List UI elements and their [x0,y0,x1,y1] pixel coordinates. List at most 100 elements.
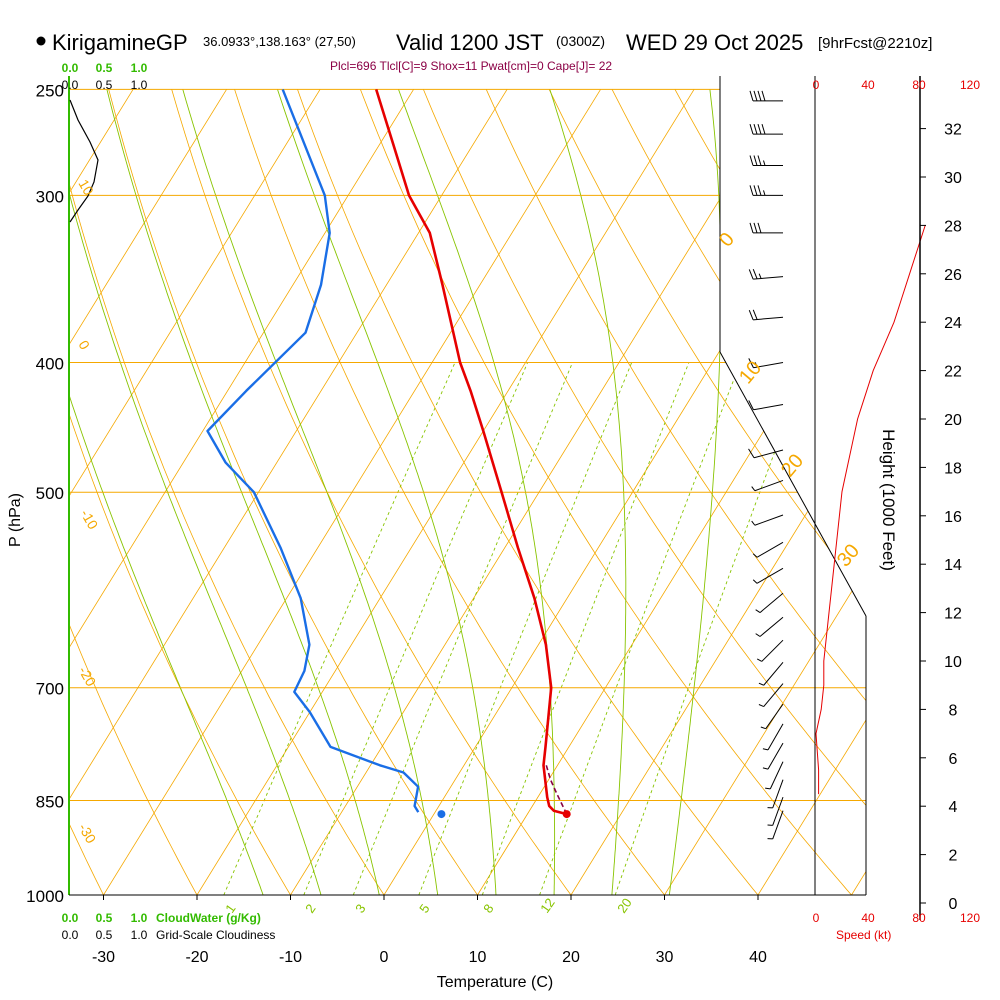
wind-barb-flag [749,185,754,196]
wind-barb-flag [749,155,754,166]
mixing-ratio-label: 5 [416,901,432,916]
cloudwater-tick-label-top: 0.0 [62,61,79,75]
wind-barb-staff [753,276,784,280]
wind-barb-staff [753,404,784,411]
moist-adiabat-line [69,393,264,895]
valid-time: Valid 1200 JST [396,30,544,55]
wind-barb-staff [763,661,784,686]
wind-barb [765,761,784,790]
isotherm-label-left: -30 [75,821,99,847]
dry-adiabat-line [234,89,666,895]
dry-adiabat-line [69,412,291,895]
wind-barb-flag [757,222,762,233]
wind-barb-staff [759,592,784,613]
isotherm-line [0,89,40,895]
temperature-tick-label: 20 [562,949,580,966]
speed-tick-label-bottom: 0 [813,911,820,925]
overlay-layer [719,76,1000,895]
height-tick-label: 28 [944,218,962,235]
height-tick-label: 10 [944,654,962,671]
temperature-tick-label: 40 [749,949,767,966]
wind-barb-half-flag [765,787,771,790]
cloudwater-tick-label-bottom: 0.0 [62,911,79,925]
mask-diagonal-line [719,351,867,617]
height-tick-label: 0 [949,896,958,913]
wind-barb-half-flag [762,748,769,751]
wind-barb [756,639,784,662]
wind-barb-flag [748,400,754,410]
surface-temperature-point [562,810,571,819]
wind-barb [767,796,784,826]
speed-tick-label-top: 40 [861,78,875,92]
wind-barb [749,222,783,234]
wind-barb [748,358,784,369]
wind-barb-half-flag [756,658,763,662]
wind-barb-staff [772,810,784,840]
wind-barb [748,400,784,411]
cloudwater-scale-label: CloudWater (g/Kg) [156,911,261,925]
dry-adiabat-line [171,89,572,895]
wind-barb-half-flag [763,190,766,196]
pressure-tick-label: 1000 [26,887,64,906]
station-name: KirigamineGP [52,30,188,55]
wind-barb-staff [753,362,784,369]
wind-barb-half-flag [760,726,766,730]
mixing-ratio-line [303,362,529,895]
moist-adiabat-line [398,89,556,895]
pressure-tick-label: 500 [36,484,64,503]
wind-barb-flag [753,222,758,233]
speed-tick-label-top: 0 [813,78,820,92]
valid-date: WED 29 Oct 2025 [626,30,803,55]
wind-barb-staff [753,449,784,459]
dry-adiabat-line [423,89,866,807]
wind-barb-half-flag [754,362,758,368]
cloudwater-tick-label-top: 0.5 [96,61,113,75]
isotherm-line [69,89,227,346]
mixing-ratio-label: 3 [352,901,368,916]
height-tick-label: 8 [949,702,958,719]
speed-tick-label-bottom: 40 [861,911,875,925]
height-tick-label: 30 [944,170,962,187]
wind-barb-half-flag [755,609,761,613]
wind-barb [748,309,784,321]
wind-barb-half-flag [752,579,758,584]
wind-barb [760,703,784,730]
wind-barb-flag [757,90,762,102]
cloudiness-tick-label-bottom: 0.0 [62,928,79,942]
wind-barb [749,123,783,135]
speed-tick-label-bottom: 120 [960,911,980,925]
utc-time: (0300Z) [556,33,605,49]
wind-barb-flag [748,269,754,280]
dry-adiabat-line [108,89,478,895]
moist-adiabat-line [549,89,627,895]
cloudiness-tick-label-bottom: 1.0 [131,928,148,942]
wind-barb-flag [749,123,754,135]
height-tick-label: 26 [944,267,962,284]
stability-indices: Plcl=696 Tlcl[C]=9 Shox=11 Pwat[cm]=0 Ca… [330,59,612,73]
wind-barb-flag [753,123,758,135]
mixing-ratio-label: 2 [302,901,318,916]
isotherm-label-left: -20 [75,664,99,690]
isotherm-line [757,719,866,895]
mixing-ratio-line [352,362,573,895]
moist-adiabat-line [182,89,439,895]
wind-barb [755,592,784,613]
wind-barb-flag [753,90,758,102]
y-axis-title: P (hPa) [7,493,24,547]
wind-barb-half-flag [758,273,762,279]
wind-barb [751,479,784,492]
pressure-tick-label: 850 [36,793,64,812]
grid-layer [0,88,866,895]
wind-barb-flag [749,222,754,233]
parcel-line [545,765,568,815]
temperature-tick-label: -10 [279,949,302,966]
wind-barb-staff [754,479,784,492]
wind-barb-half-flag [762,767,769,770]
cloudiness-line [69,99,99,223]
dry-adiabat-line [360,89,853,895]
height-tick-label: 16 [944,509,962,526]
wind-barb-flag [752,309,758,320]
wind-barb-flag [749,90,754,102]
wind-barb-staff [765,703,784,729]
wind-barb [752,567,784,584]
